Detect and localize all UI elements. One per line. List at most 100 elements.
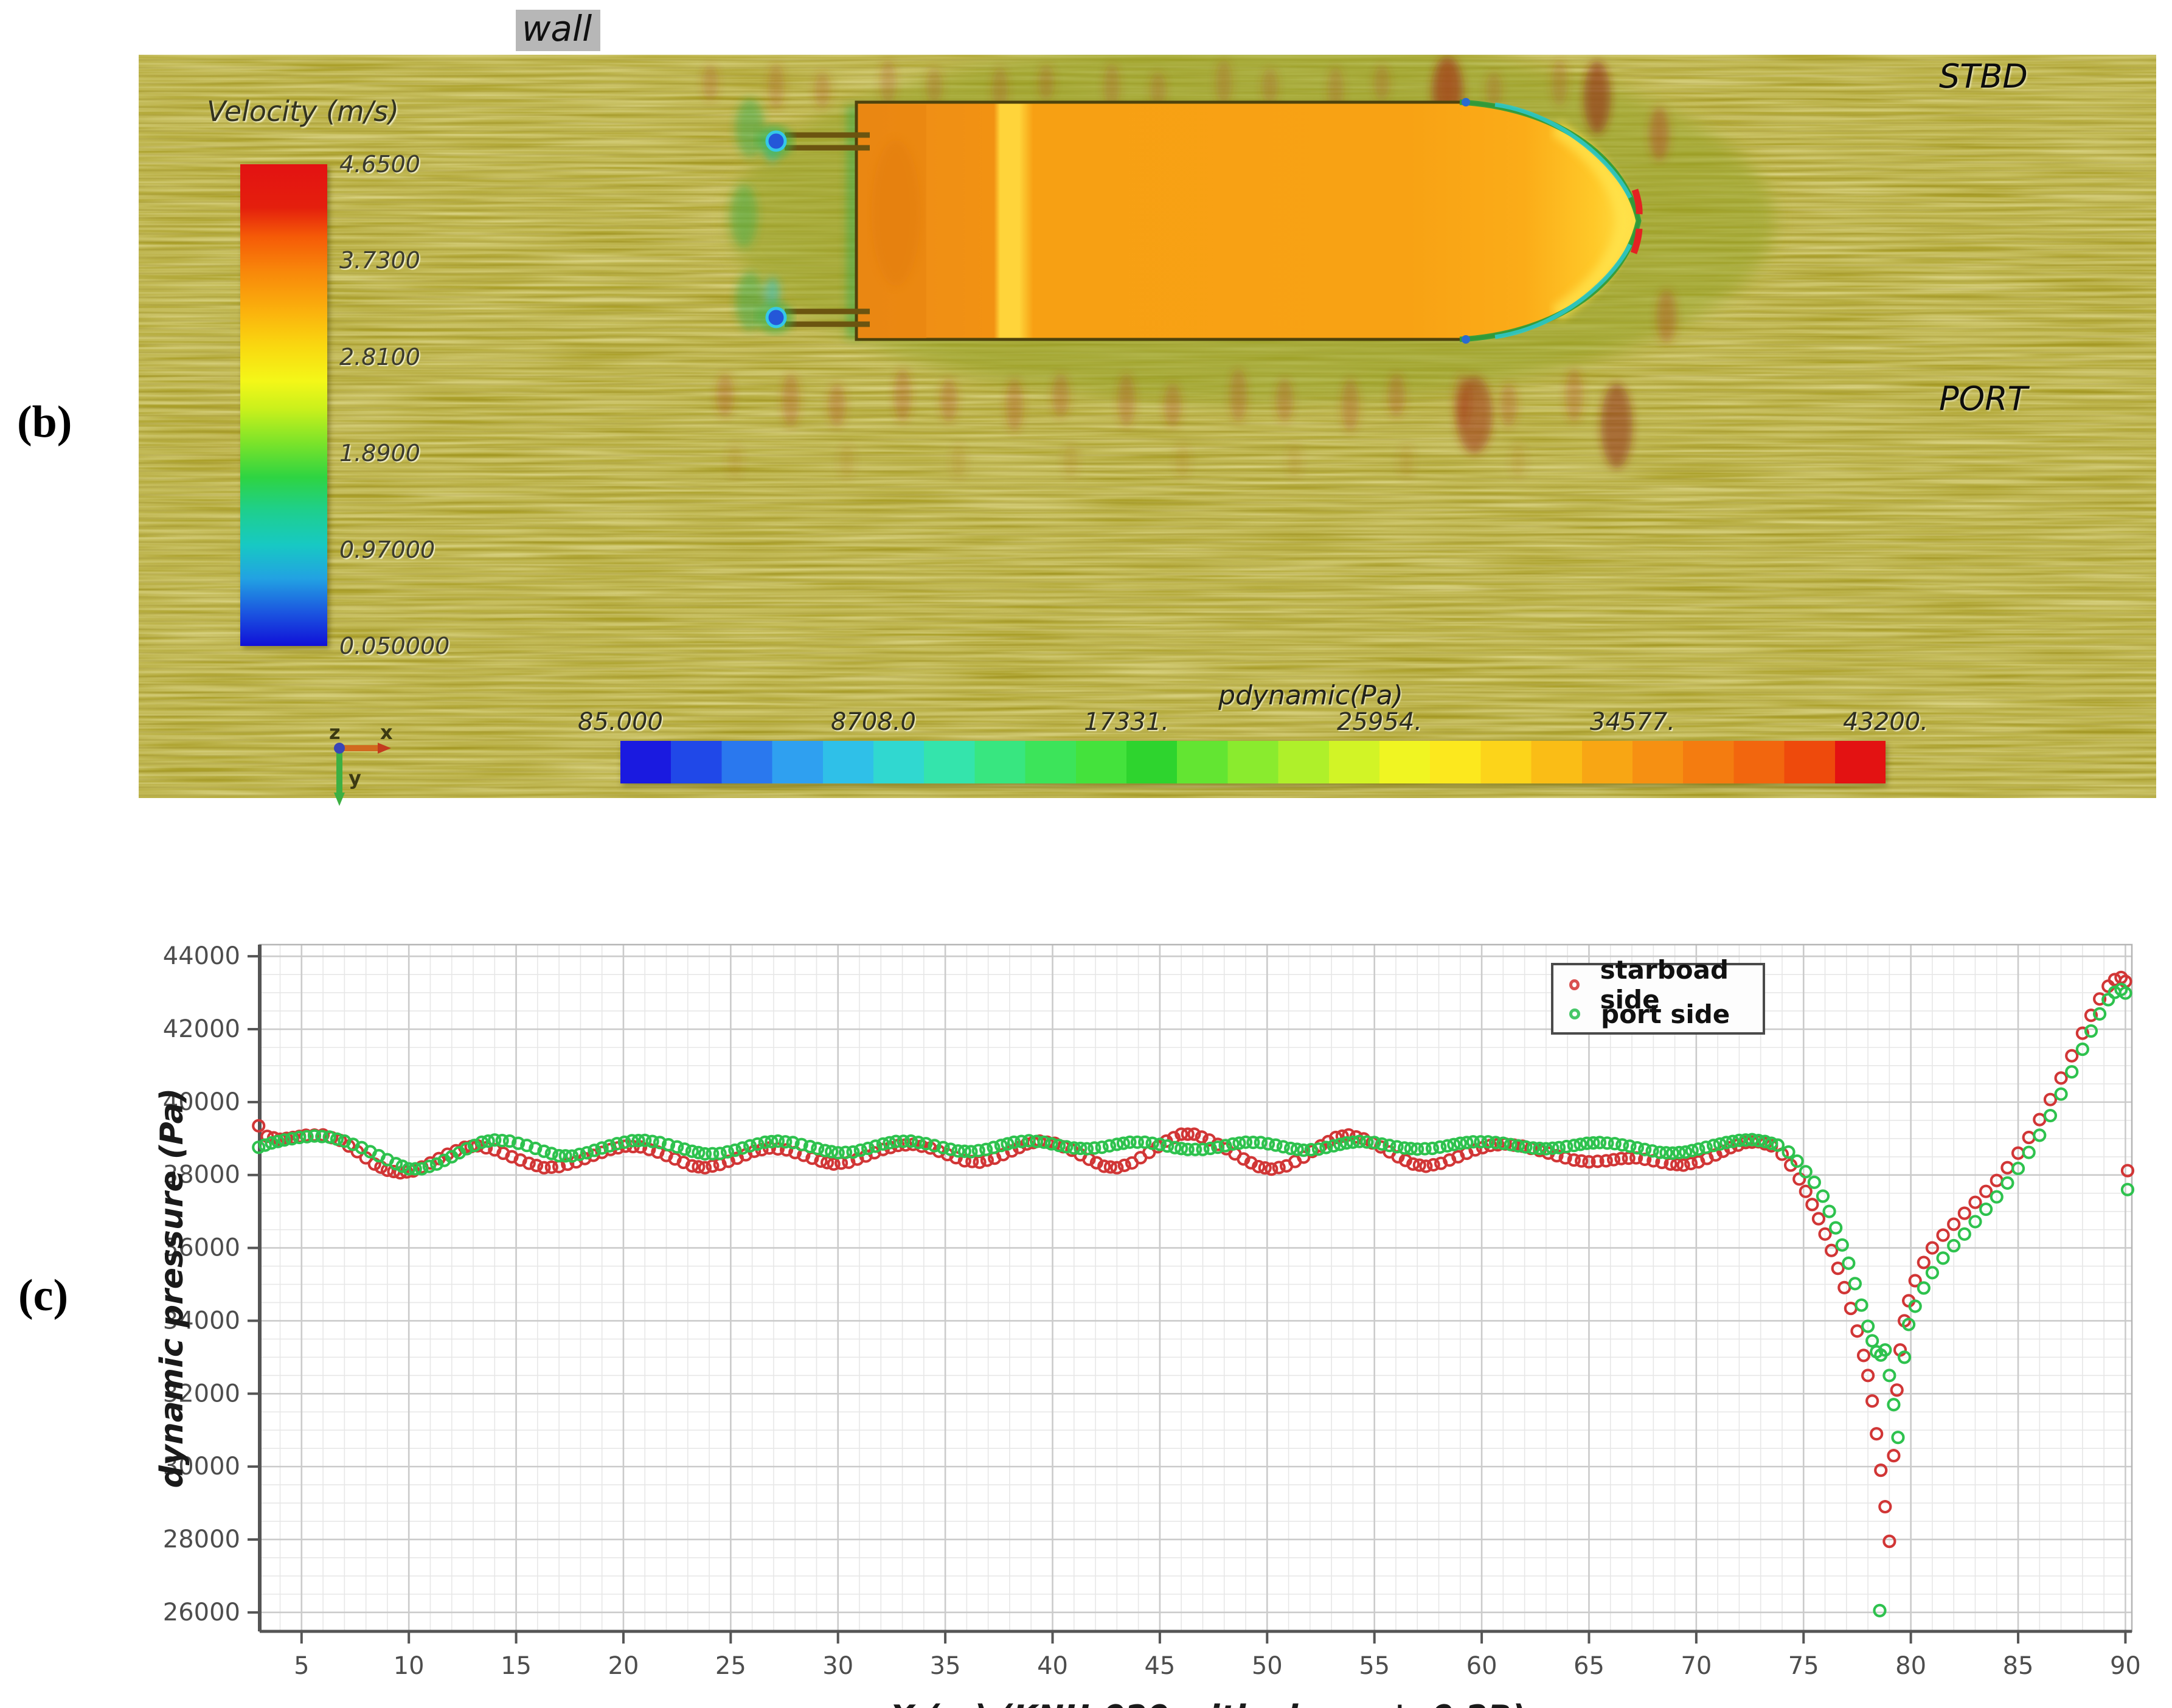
bow-wake-lower	[1456, 376, 1493, 454]
data-point	[1806, 1199, 1817, 1210]
wake-wisp-upper	[768, 63, 784, 109]
data-point-outlier	[1874, 1605, 1885, 1616]
bow-wake-streak	[1650, 107, 1669, 161]
wake-wisp-upper	[880, 60, 896, 106]
x-tick-label: 65	[1573, 1652, 1605, 1680]
x-tick-label: 25	[715, 1652, 746, 1680]
data-point	[1843, 1258, 1854, 1269]
x-axis-title: X (m) (KNU-020 with skeg, y'=0.2B)	[889, 1699, 1526, 1708]
triad-x-label: x	[380, 721, 393, 744]
data-point	[1892, 1432, 1903, 1443]
x-tick-label: 40	[1037, 1652, 1068, 1680]
wake-wisp-lower	[782, 373, 799, 427]
wake-wisp-upper	[814, 72, 830, 108]
wake-wisp-far	[727, 444, 742, 478]
wake-wisp-upper	[1262, 68, 1278, 105]
cfd-velocity-field-panel: Velocity (m/s) 4.6500 3.7300 2.8100 1.89…	[139, 55, 2156, 798]
data-point	[988, 1142, 999, 1153]
hull-body	[856, 102, 1639, 339]
wake-wisp-lower	[1566, 369, 1583, 422]
wake-wisp-lower	[940, 378, 957, 422]
y-tick-label: 42000	[163, 1015, 240, 1043]
axis-triad: z x y	[312, 721, 409, 818]
chart-legend: starboad side port side	[1551, 963, 1765, 1035]
data-point	[1850, 1278, 1861, 1289]
data-point	[812, 1143, 823, 1154]
pdynamic-tick-label: 25954.	[1288, 708, 1471, 736]
triad-z-axis-dot	[334, 743, 345, 754]
wake-wisp-upper	[926, 68, 942, 105]
wake-wisp-lower	[1118, 373, 1135, 427]
data-point	[2045, 1110, 2056, 1121]
velocity-tick-label: 0.97000	[339, 536, 435, 563]
x-tick-label: 35	[930, 1652, 961, 1680]
wake-wisp-lower	[894, 369, 911, 422]
starboard-side-label: STBD	[1939, 57, 2028, 95]
data-point	[1980, 1204, 1991, 1215]
data-point	[980, 1144, 991, 1155]
port-side-label: PORT	[1939, 380, 2028, 418]
x-tick-label: 80	[1895, 1652, 1926, 1680]
data-point	[1980, 1186, 1991, 1197]
velocity-tick-label: 2.8100	[339, 344, 420, 370]
data-point	[2002, 1178, 2013, 1189]
data-point	[1809, 1177, 1820, 1188]
pdynamic-legend-title: pdynamic(Pa)	[1153, 680, 1469, 711]
ship-hull	[856, 98, 1639, 344]
wake-wisp-far	[1287, 444, 1302, 478]
x-tick-label: 70	[1681, 1652, 1712, 1680]
data-point	[1800, 1186, 1811, 1197]
y-tick-label: 26000	[163, 1599, 240, 1626]
pdynamic-tick-label: 8708.0	[782, 708, 965, 736]
y-tick-label: 44000	[163, 942, 240, 970]
wake-wisp-lower	[1052, 373, 1069, 417]
x-tick-label: 90	[2110, 1652, 2141, 1680]
x-tick-label: 10	[394, 1652, 425, 1680]
pdynamic-colorbar	[620, 741, 1886, 783]
x-tick-label: 55	[1359, 1652, 1390, 1680]
wake-wisp-lower	[1006, 378, 1023, 432]
x-tick-label: 50	[1252, 1652, 1283, 1680]
triad-y-label: y	[349, 766, 361, 790]
wake-wisp-lower	[1230, 369, 1247, 422]
wake-wisp-lower	[1164, 383, 1181, 427]
wake-wisp-upper	[1374, 64, 1390, 101]
bow-wake-streak	[1601, 383, 1632, 468]
panel-c-letter: (c)	[18, 1270, 68, 1322]
wake-wisp-far	[1399, 444, 1414, 478]
wake-wisp-upper	[1552, 60, 1567, 106]
data-point	[2045, 1094, 2056, 1105]
data-point	[1826, 1245, 1837, 1256]
legend-label-port: port side	[1601, 999, 1730, 1029]
data-point	[1830, 1223, 1841, 1234]
bow-rim-blue-dot-bottom	[1462, 335, 1470, 344]
velocity-tick-label: 3.7300	[339, 247, 420, 274]
y-axis-title: dynamic pressure (Pa)	[154, 1088, 190, 1488]
hull-stern-shade	[872, 140, 920, 286]
wake-wisp-lower	[1388, 373, 1405, 417]
x-tick-label: 5	[294, 1652, 309, 1680]
x-tick-label: 75	[1788, 1652, 1819, 1680]
x-tick-label: 60	[1466, 1652, 1497, 1680]
wake-wisp-upper	[1038, 64, 1054, 101]
wake-wisp-upper	[1216, 60, 1232, 106]
wake-wisp-upper	[703, 64, 718, 101]
velocity-tick-label: 4.6500	[339, 151, 420, 178]
wake-wisp-far	[839, 444, 854, 478]
wake-wisp-far	[1511, 444, 1525, 478]
data-point	[2024, 1132, 2035, 1143]
figure-page: (b) wall	[0, 0, 2172, 1708]
velocity-tick-label: 1.8900	[339, 440, 420, 467]
data-point	[1938, 1230, 1949, 1241]
wake-wisp-lower	[1342, 378, 1359, 432]
wake-wisp-far	[1063, 444, 1078, 478]
data-point	[2066, 1066, 2077, 1077]
x-tick-label: 15	[501, 1652, 532, 1680]
port-marker-icon	[1569, 1008, 1580, 1019]
y-tick-label: 28000	[163, 1526, 240, 1554]
wake-wisp-far	[951, 444, 966, 478]
wake-wisp-lower	[1500, 383, 1517, 427]
bow-rim-blue-dot-top	[1462, 98, 1470, 106]
pdynamic-tick-label: 43200.	[1794, 708, 1977, 736]
x-tick-label: 85	[2003, 1652, 2034, 1680]
